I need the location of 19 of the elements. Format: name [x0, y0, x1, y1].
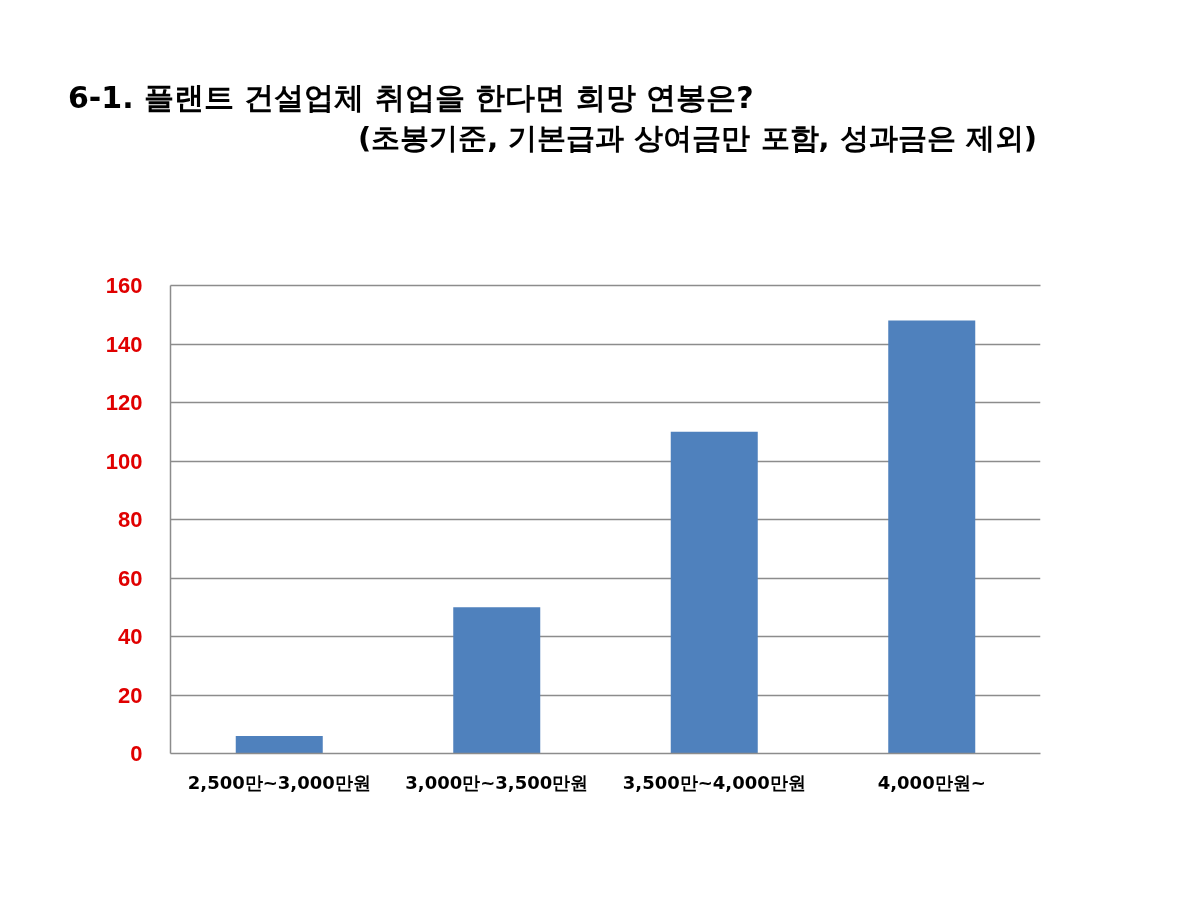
chart-title: 6-1. 플랜트 건설업체 취업을 한다면 희망 연봉은? [68, 80, 754, 116]
y-tick-label: 80 [118, 507, 143, 532]
bar [235, 735, 323, 754]
x-tick-label: 3,500만~4,000만원 [622, 771, 806, 793]
y-tick-label: 60 [118, 565, 143, 591]
y-tick-label: 0 [130, 741, 143, 766]
chart-subtitle: (초봉기준, 기본급과 상여금만 포함, 성과금은 제외) [358, 120, 1038, 156]
bar [888, 320, 976, 754]
x-tick-label: 3,000만~3,500만원 [405, 771, 589, 793]
bar [453, 607, 541, 754]
y-tick-label: 20 [118, 682, 143, 708]
y-tick-label: 40 [118, 624, 143, 649]
x-tick-label: 4,000만원~ [877, 771, 986, 793]
y-tick-label: 120 [105, 390, 143, 415]
bar [670, 431, 758, 754]
y-tick-label: 160 [105, 273, 143, 298]
x-tick-label: 2,500만~3,000만원 [187, 771, 371, 793]
y-tick-label: 140 [105, 331, 143, 357]
y-tick-label: 100 [105, 448, 143, 474]
